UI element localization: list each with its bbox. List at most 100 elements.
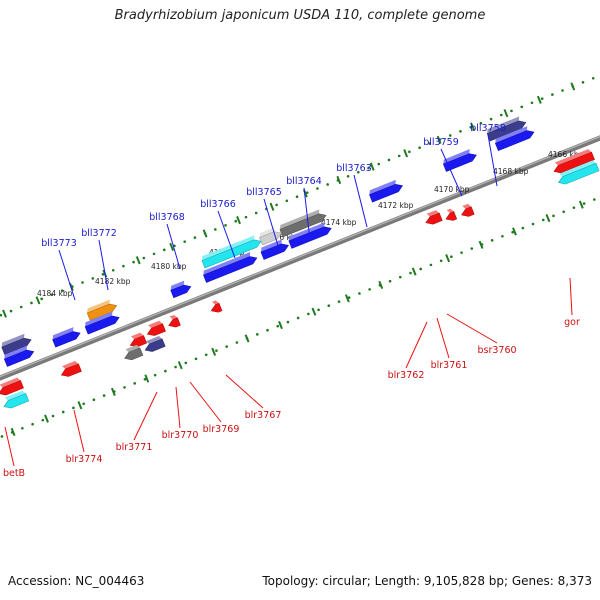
lower-scale-dot: [450, 255, 453, 259]
upper-scale-dot: [81, 281, 84, 284]
upper-scale-dot: [316, 187, 319, 190]
upper-scale-dot: [591, 76, 595, 80]
genome-backbone: [0, 135, 600, 381]
label-bll3766: bll3766: [200, 199, 236, 210]
lower-scale-dot: [153, 373, 157, 377]
gene-bll3764b-top: [288, 222, 325, 241]
label-bll3773-leader: [58, 249, 76, 301]
label-bll3758-leader: [487, 134, 498, 187]
lower-scale-dot: [327, 304, 331, 308]
upper-scale-tick: [35, 296, 41, 305]
label-blr3762: blr3762: [388, 370, 425, 381]
gene-bll3766: [201, 239, 262, 269]
gene-bll3763-top: [369, 179, 396, 195]
upper-scale-dot: [91, 277, 95, 280]
gene-bll3772: [86, 303, 118, 321]
kbp-label: 4174 kbp: [321, 218, 357, 227]
lower-scale-tick: [10, 427, 16, 437]
lower-scale-dot: [92, 398, 96, 401]
upper-scale-tick: [369, 162, 375, 171]
upper-scale-tick: [503, 109, 509, 118]
lower-scale-dot: [255, 333, 259, 336]
gene-bll3772b-top: [85, 311, 113, 327]
lower-scale-tick: [378, 280, 384, 290]
lower-scale-dot: [429, 263, 433, 267]
lower-scale-dot: [419, 267, 423, 271]
upper-scale-tick: [570, 82, 576, 91]
lower-scale-dot: [470, 247, 474, 250]
gene-blr3767: [210, 302, 223, 313]
lower-scale-dot: [521, 226, 525, 230]
gene-bll3772b: [84, 315, 120, 335]
upper-scale-dot: [40, 297, 43, 301]
lower-scale-dot: [439, 259, 443, 263]
gene-blr3770b-top: [145, 335, 163, 345]
upper-scale-dot: [479, 121, 483, 125]
gene-gor: [553, 151, 595, 174]
kbp-label: 4182 kbp: [95, 277, 131, 286]
lower-scale-dot: [347, 296, 351, 299]
lower-scale-dot: [562, 210, 565, 214]
lower-scale-tick: [545, 213, 551, 223]
label-blr3774: blr3774: [66, 454, 103, 465]
label-bsr3760-leader: [446, 313, 498, 344]
label-blr3769: blr3769: [203, 424, 240, 435]
gene-bll3763: [369, 183, 404, 203]
upper-scale-tick: [403, 149, 409, 158]
gene-bll3759: [494, 130, 535, 152]
lower-scale-dot: [286, 320, 290, 324]
gene-bll3772-top: [87, 299, 110, 313]
lower-scale-dot: [593, 198, 596, 201]
lower-scale-tick: [144, 374, 150, 383]
lower-scale-tick: [478, 240, 484, 249]
lower-scale-tick: [177, 361, 183, 370]
upper-scale-dot: [30, 301, 33, 305]
gene-bll3760-top: [443, 149, 470, 165]
upper-scale-dot: [285, 199, 289, 203]
lower-scale-dot: [235, 341, 239, 344]
upper-scale-dot: [428, 142, 432, 145]
lower-scale-tick: [578, 200, 584, 209]
label-blr3762-leader: [405, 321, 428, 369]
lower-scale-dot: [215, 349, 218, 352]
gene-bll3765: [259, 231, 282, 246]
upper-scale-dot: [142, 256, 146, 260]
upper-scale-dot: [408, 150, 411, 154]
lower-scale-dot: [51, 414, 55, 418]
upper-scale-dot: [60, 289, 64, 292]
upper-scale-dot: [346, 174, 350, 178]
gene-bll3760: [442, 153, 477, 172]
kbp-label: 4180 kbp: [151, 262, 187, 271]
gene-bsr3760-top: [462, 203, 472, 209]
gene-bll3774: [1, 337, 32, 355]
label-bll3764: bll3764: [286, 176, 322, 187]
upper-scale-dot: [418, 146, 421, 149]
label-betB-leader: [4, 426, 15, 467]
upper-scale-dot: [9, 309, 13, 313]
upper-scale-dot: [499, 113, 503, 117]
upper-scale-tick: [269, 202, 275, 211]
label-blr3769-leader: [189, 381, 222, 423]
upper-scale-dot: [469, 125, 472, 129]
upper-scale-dot: [224, 224, 227, 227]
label-bll3772: bll3772: [81, 228, 117, 239]
gene-blr3770b: [144, 338, 166, 352]
gene-bll3765-top: [259, 227, 275, 238]
lower-scale-tick: [512, 227, 517, 236]
label-bll3758: bll3758: [470, 123, 506, 134]
lower-scale-dot: [296, 316, 300, 320]
upper-scale-dot: [581, 81, 585, 84]
lower-scale-dot: [552, 214, 555, 218]
label-betB: betB: [3, 468, 25, 479]
gene-betB-b-top: [4, 390, 26, 401]
lower-scale-dot: [572, 206, 576, 209]
upper-scale-dot: [357, 170, 360, 174]
gene-betB-b: [3, 393, 30, 409]
upper-scale-dot: [19, 305, 23, 309]
lower-scale-dot: [123, 386, 126, 389]
gene-bsr3760: [461, 206, 475, 217]
lower-scale-tick: [244, 334, 250, 343]
lower-scale-dot: [307, 312, 310, 316]
lower-scale-dot: [460, 251, 463, 254]
upper-scale-tick: [236, 216, 241, 225]
